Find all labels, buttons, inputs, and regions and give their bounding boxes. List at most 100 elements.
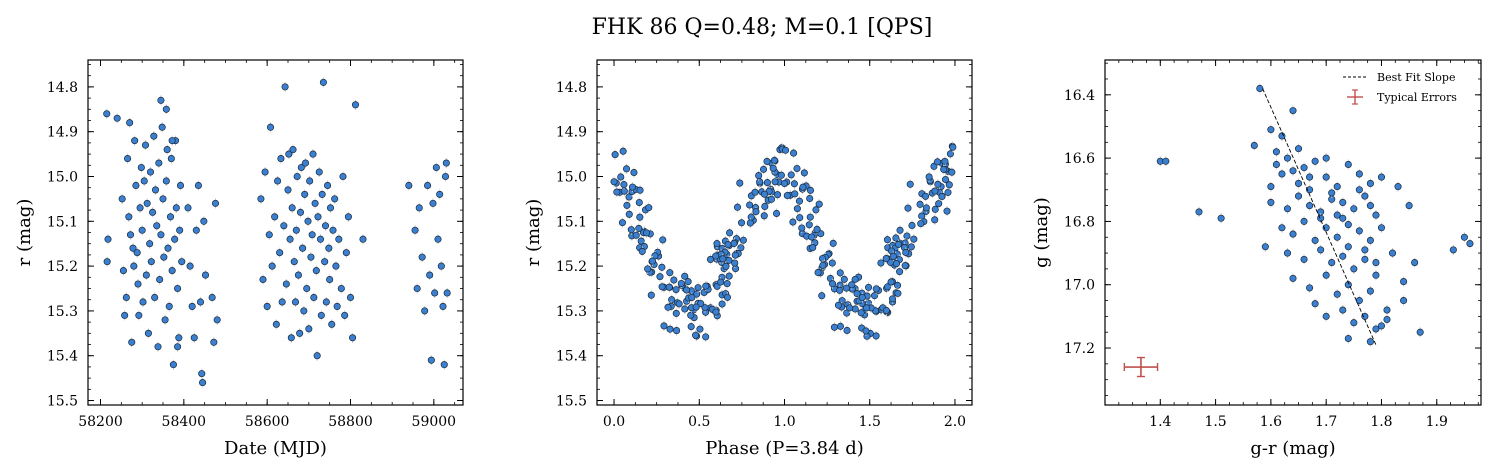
x-tick-label: 0.0 bbox=[603, 414, 625, 430]
data-point bbox=[843, 326, 851, 335]
data-point bbox=[198, 370, 206, 378]
data-point bbox=[759, 165, 768, 173]
data-point bbox=[174, 343, 182, 351]
data-point bbox=[724, 241, 732, 249]
data-point bbox=[346, 293, 355, 302]
data-point bbox=[1405, 202, 1413, 210]
data-point bbox=[431, 289, 439, 297]
data-point bbox=[1278, 170, 1286, 178]
data-point bbox=[149, 208, 157, 216]
data-point bbox=[842, 284, 851, 292]
y-tick-label: 15.5 bbox=[556, 394, 587, 410]
data-point bbox=[666, 325, 674, 333]
data-point bbox=[906, 180, 914, 188]
data-point bbox=[944, 188, 952, 196]
data-point bbox=[1289, 167, 1297, 175]
data-point bbox=[297, 163, 305, 172]
data-point bbox=[739, 236, 747, 244]
data-point bbox=[103, 258, 111, 266]
data-point bbox=[1294, 179, 1303, 187]
data-point bbox=[636, 186, 644, 194]
data-point bbox=[883, 236, 891, 244]
data-point bbox=[263, 302, 271, 310]
y-tick-label: 14.9 bbox=[47, 125, 78, 141]
data-point bbox=[103, 110, 111, 118]
data-point bbox=[1355, 170, 1363, 178]
data-point bbox=[154, 343, 162, 351]
data-point bbox=[286, 235, 294, 243]
data-point bbox=[1267, 183, 1275, 191]
data-point bbox=[289, 146, 297, 154]
data-point bbox=[274, 177, 282, 185]
data-point bbox=[780, 179, 789, 188]
data-point bbox=[1339, 214, 1347, 222]
data-point bbox=[725, 256, 733, 264]
ticks bbox=[597, 60, 972, 405]
data-point bbox=[658, 283, 666, 291]
data-point bbox=[136, 204, 144, 212]
data-point bbox=[931, 216, 939, 224]
data-point bbox=[1466, 240, 1474, 248]
data-point bbox=[1267, 126, 1275, 134]
x-tick-label: 1.4 bbox=[1149, 414, 1171, 430]
data-point bbox=[131, 137, 139, 145]
data-point bbox=[619, 147, 627, 155]
x-tick-label: 1.5 bbox=[1204, 414, 1226, 430]
data-point bbox=[1383, 315, 1391, 324]
data-point bbox=[632, 231, 640, 239]
data-point bbox=[889, 252, 897, 260]
data-point bbox=[272, 320, 280, 328]
data-point bbox=[902, 248, 910, 257]
data-point bbox=[910, 235, 918, 243]
panel-1: 58200 58400 58600 58800 59000 14.8 14.9 15.0 15.… bbox=[14, 59, 464, 459]
x-axis-label: Phase (P=3.84 d) bbox=[705, 438, 864, 459]
data-point bbox=[1366, 202, 1374, 210]
data-point bbox=[309, 150, 317, 158]
data-point bbox=[789, 218, 797, 226]
data-point bbox=[151, 186, 160, 194]
data-point bbox=[796, 214, 804, 222]
data-point bbox=[702, 333, 710, 341]
data-point bbox=[121, 311, 129, 319]
data-point bbox=[623, 201, 631, 209]
data-point bbox=[141, 141, 150, 149]
data-point bbox=[169, 361, 177, 369]
data-point bbox=[349, 334, 357, 342]
data-point bbox=[940, 165, 948, 173]
data-point bbox=[153, 222, 161, 230]
data-point bbox=[1311, 157, 1319, 165]
data-point bbox=[1339, 306, 1347, 314]
data-point bbox=[908, 221, 916, 230]
data-point bbox=[681, 272, 689, 280]
x-axis-label: g-r (mag) bbox=[1250, 438, 1335, 459]
data-point bbox=[155, 159, 163, 167]
data-point bbox=[851, 275, 859, 283]
data-point bbox=[287, 334, 295, 342]
data-point bbox=[1411, 259, 1419, 267]
data-point bbox=[840, 275, 848, 283]
data-point bbox=[688, 293, 696, 302]
data-point bbox=[613, 188, 621, 196]
data-point bbox=[665, 283, 673, 291]
data-point bbox=[718, 300, 726, 308]
data-point bbox=[892, 260, 900, 268]
data-point bbox=[1328, 259, 1336, 267]
data-point bbox=[1400, 297, 1408, 305]
data-point bbox=[673, 327, 681, 335]
data-point bbox=[1300, 217, 1308, 225]
data-point bbox=[622, 165, 631, 173]
data-point bbox=[257, 195, 265, 203]
data-point bbox=[1328, 189, 1336, 197]
y-axis-label: r (mag) bbox=[523, 199, 544, 267]
data-point bbox=[645, 204, 653, 212]
data-point bbox=[294, 271, 302, 279]
data-point bbox=[307, 253, 315, 261]
data-point bbox=[638, 247, 646, 255]
data-point bbox=[440, 361, 448, 369]
data-point bbox=[1322, 312, 1330, 320]
data-point bbox=[332, 262, 340, 270]
data-point bbox=[694, 284, 702, 292]
data-point bbox=[268, 262, 276, 270]
data-point bbox=[176, 181, 185, 190]
data-point bbox=[1361, 192, 1369, 200]
